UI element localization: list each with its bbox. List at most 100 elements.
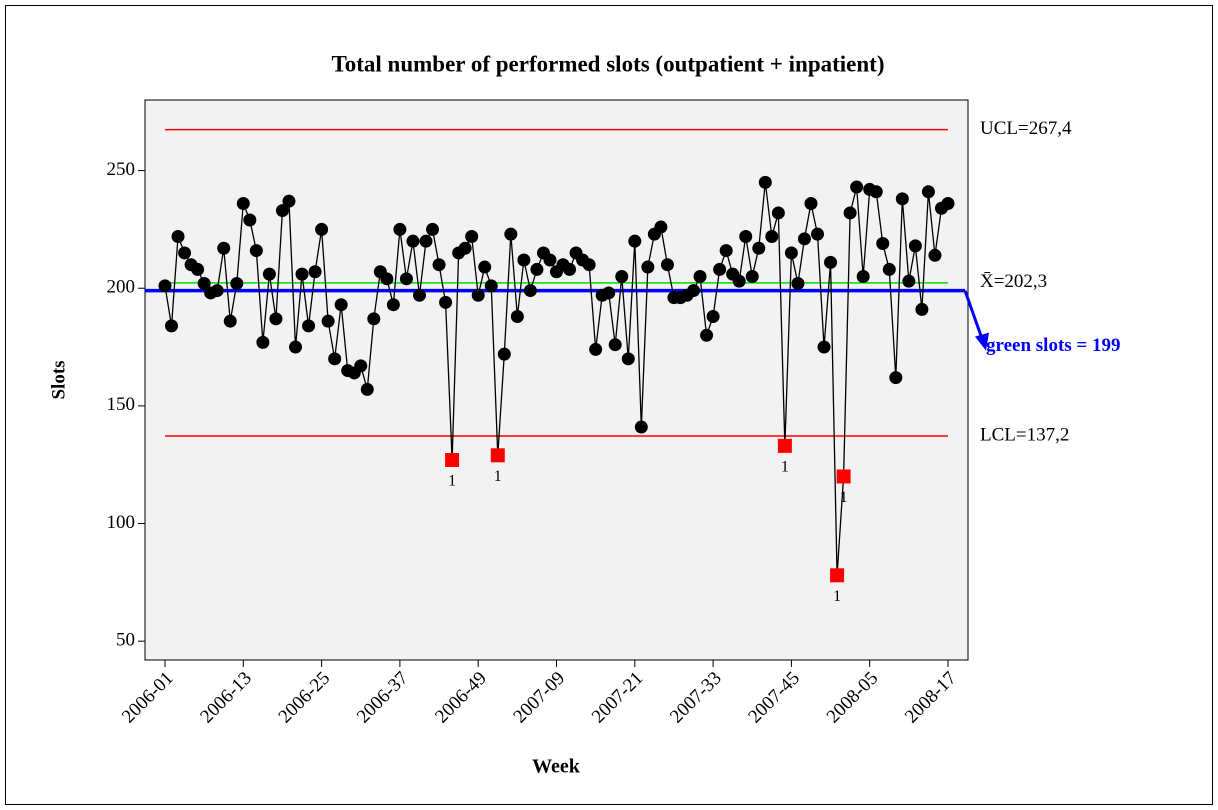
flagged-point [836, 469, 851, 484]
plot-area [144, 99, 969, 661]
data-point [693, 269, 707, 283]
data-point [191, 262, 205, 276]
data-point [478, 260, 492, 274]
data-point [289, 340, 302, 354]
data-point [758, 175, 772, 189]
data-point [426, 222, 440, 236]
x-axis-label: Week [532, 756, 581, 778]
data-point [471, 288, 485, 302]
chart-title: Total number of performed slots (outpati… [332, 51, 885, 76]
flagged-point [490, 448, 505, 463]
data-point [458, 241, 472, 255]
data-point [210, 284, 224, 298]
data-point [843, 206, 857, 220]
data-point [165, 319, 179, 333]
data-point [419, 234, 433, 248]
data-point [713, 262, 727, 276]
data-point [824, 255, 838, 269]
data-point [882, 262, 896, 276]
flag-label: 1 [781, 459, 789, 476]
data-point [700, 328, 714, 342]
data-point [158, 279, 172, 293]
data-point [510, 309, 524, 323]
control-limit-label: LCL=137,2 [980, 424, 1069, 445]
data-point [582, 258, 596, 272]
data-point [928, 248, 942, 262]
data-point [615, 269, 629, 283]
data-point [654, 220, 668, 234]
data-point [230, 277, 244, 291]
data-point [367, 312, 381, 326]
data-point [856, 269, 870, 283]
data-point [608, 338, 622, 352]
data-point [386, 298, 400, 312]
data-point [406, 234, 420, 248]
data-point [687, 284, 701, 298]
data-point [432, 258, 446, 272]
data-point [275, 204, 289, 218]
data-point [621, 352, 635, 366]
data-point [334, 298, 348, 312]
control-limit-label: X̄=202,3 [980, 271, 1047, 292]
data-point [295, 267, 309, 281]
data-point [752, 241, 766, 255]
data-point [315, 222, 329, 236]
data-point [902, 274, 916, 288]
data-point [817, 340, 831, 354]
data-point [921, 185, 935, 199]
flagged-point [830, 568, 845, 583]
data-point [765, 229, 779, 243]
data-point [563, 262, 577, 276]
data-point [269, 312, 283, 326]
data-point [504, 227, 518, 241]
data-point [732, 274, 746, 288]
data-point [530, 262, 544, 276]
data-point [393, 222, 407, 236]
target-arrow [963, 290, 984, 340]
data-point [660, 258, 674, 272]
data-point [256, 335, 270, 349]
data-point [517, 253, 531, 267]
target-label: green slots = 199 [986, 335, 1121, 356]
data-point [745, 269, 759, 283]
data-point [178, 246, 192, 260]
data-point [282, 194, 296, 208]
data-point [791, 277, 805, 291]
data-point [641, 260, 655, 274]
data-point [543, 253, 557, 267]
data-point [739, 229, 753, 243]
flag-label: 1 [840, 489, 848, 506]
flag-label: 1 [448, 473, 456, 490]
data-point [628, 234, 642, 248]
flag-label: 1 [494, 468, 502, 485]
flag-label: 1 [833, 588, 841, 605]
data-point [497, 347, 511, 361]
data-point [602, 286, 616, 300]
data-point [869, 185, 883, 199]
y-tick-label: 250 [107, 159, 136, 180]
data-point [941, 197, 955, 211]
data-point [771, 206, 785, 220]
data-point [804, 197, 818, 211]
data-point [328, 352, 342, 366]
data-point [399, 272, 413, 286]
data-point [915, 302, 929, 316]
data-point [321, 314, 335, 328]
control-limit-label: UCL=267,4 [980, 118, 1072, 139]
data-point [217, 241, 231, 255]
flagged-point [445, 453, 460, 467]
data-point [719, 244, 733, 258]
data-point [249, 244, 263, 258]
y-tick-label: 150 [107, 394, 136, 415]
data-point [784, 246, 798, 260]
data-point [262, 267, 276, 281]
data-point [360, 382, 374, 396]
data-point [236, 197, 250, 211]
data-point [171, 229, 185, 243]
data-point [876, 237, 890, 251]
data-point [197, 277, 211, 291]
y-tick-label: 50 [116, 630, 135, 651]
data-point [439, 295, 453, 309]
data-point [243, 213, 257, 227]
target-arrowhead [975, 332, 989, 351]
